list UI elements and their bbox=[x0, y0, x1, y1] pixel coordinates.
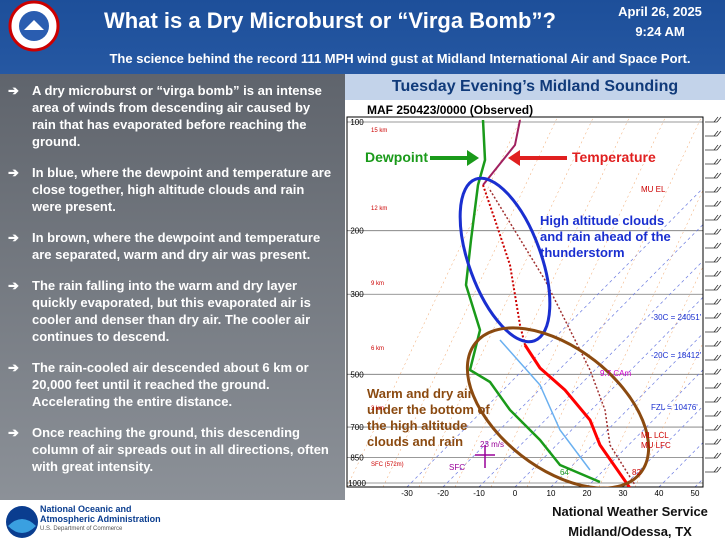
level-label: FZL = 10476' bbox=[651, 403, 698, 412]
temperature-label: -20 bbox=[437, 489, 449, 498]
level-label: -30C = 24051' bbox=[651, 313, 702, 322]
temperature-label: 0 bbox=[513, 489, 518, 498]
height-label: 6 km bbox=[371, 346, 384, 352]
level-label: MU LFC bbox=[641, 441, 671, 450]
wind-barb bbox=[705, 130, 722, 137]
title: What is a Dry Microburst or “Virga Bomb”… bbox=[104, 8, 556, 33]
wind-barb bbox=[705, 144, 722, 151]
wind-barb bbox=[705, 298, 722, 305]
shear-label: 23 m/s bbox=[480, 440, 504, 449]
subtitle: The science behind the record 111 MPH wi… bbox=[109, 51, 691, 66]
pressure-label: 300 bbox=[350, 290, 364, 299]
level-label: MU EL bbox=[641, 185, 666, 194]
agency-line: Atmospheric Administration bbox=[40, 514, 161, 524]
brown-note: Warm and dry air under the bottom of the h… bbox=[367, 386, 490, 449]
wind-barb bbox=[705, 158, 722, 165]
dry-adiabat bbox=[347, 117, 522, 487]
height-label: 15 km bbox=[371, 128, 387, 134]
bullet: The rain-cooled air descended about 6 km… bbox=[6, 359, 337, 410]
sounding-header: MAF 250423/0000 (Observed) bbox=[367, 103, 533, 117]
office: National Weather Service Midland/Odessa,… bbox=[540, 502, 720, 542]
wind-barb bbox=[705, 326, 722, 333]
footer bbox=[0, 500, 725, 544]
wind-barb bbox=[705, 242, 722, 249]
agency-line: National Oceanic and bbox=[40, 504, 132, 514]
dry-adiabat bbox=[490, 117, 666, 487]
temperature-label: 50 bbox=[691, 489, 700, 498]
noaa-logo bbox=[6, 506, 38, 538]
height-label: SFC (572m) bbox=[371, 462, 404, 468]
wind-barb bbox=[705, 186, 722, 193]
bullet: A dry microburst or “virga bomb” is an i… bbox=[6, 82, 337, 150]
cape-label: 9.7 CAm bbox=[600, 369, 631, 378]
dewpoint-sfc: 64 bbox=[560, 468, 569, 477]
hodograph-mark bbox=[475, 445, 495, 468]
office-location: Midland/Odessa, TX bbox=[568, 524, 692, 539]
temperature-label: 30 bbox=[619, 489, 628, 498]
sounding-title: Tuesday Evening’s Midland Sounding bbox=[345, 74, 725, 100]
dewpoint-label: Dewpoint bbox=[365, 149, 428, 165]
bullet: The rain falling into the warm and dry l… bbox=[6, 277, 337, 345]
bullet: Once reaching the ground, this descendin… bbox=[6, 424, 337, 475]
dry-adiabat bbox=[526, 117, 702, 487]
wind-barb bbox=[705, 438, 722, 445]
agency-line: U.S. Department of Commerce bbox=[40, 526, 123, 532]
dry-adiabat bbox=[418, 117, 594, 487]
wind-barb bbox=[705, 354, 722, 361]
wind-barb bbox=[705, 256, 722, 263]
height-label: 12 km bbox=[371, 206, 387, 212]
wind-barb bbox=[705, 228, 722, 235]
wind-barb bbox=[705, 396, 722, 403]
wind-barb bbox=[705, 214, 722, 221]
temperature-label: -10 bbox=[473, 489, 485, 498]
nws-logo bbox=[8, 0, 60, 52]
date: April 26, 2025 bbox=[618, 4, 702, 19]
skew-t: MAF 250423/0000 (Observed) Dewpoint Temp… bbox=[345, 100, 725, 500]
pressure-label: 1000 bbox=[348, 479, 366, 488]
wind-barb bbox=[705, 172, 722, 179]
wind-barb bbox=[705, 116, 722, 123]
blue-note: High altitude clouds and rain ahead of th… bbox=[540, 213, 671, 260]
dry-adiabat bbox=[382, 117, 558, 487]
wind-barb bbox=[705, 410, 722, 417]
pressure-label: 700 bbox=[350, 423, 364, 432]
temp-sfc: 82 bbox=[632, 468, 641, 477]
temperature-label: -30 bbox=[401, 489, 413, 498]
pressure-label: 850 bbox=[350, 454, 364, 463]
wind-barb bbox=[705, 466, 722, 473]
pressure-label: 500 bbox=[350, 370, 364, 379]
office-name: National Weather Service bbox=[552, 504, 708, 519]
bullet: In brown, where the dewpoint and tempera… bbox=[6, 229, 337, 263]
wind-barb bbox=[705, 424, 722, 431]
temperature-label: 10 bbox=[547, 489, 556, 498]
wind-barb bbox=[705, 382, 722, 389]
pressure-label: 100 bbox=[350, 118, 364, 127]
wind-barb bbox=[705, 340, 722, 347]
bullet-panel: A dry microburst or “virga bomb” is an i… bbox=[0, 74, 345, 500]
temperature-label: Temperature bbox=[572, 149, 656, 165]
wind-barb bbox=[705, 368, 722, 375]
sfc-label: SFC bbox=[449, 463, 465, 472]
temperature-label: 40 bbox=[655, 489, 664, 498]
height-label: 3 km bbox=[371, 406, 384, 412]
temperature-label: 20 bbox=[583, 489, 592, 498]
wind-barb bbox=[705, 270, 722, 277]
bullet: In blue, where the dewpoint and temperat… bbox=[6, 164, 337, 215]
height-label: 9 km bbox=[371, 281, 384, 287]
level-label: ML LCL bbox=[641, 431, 669, 440]
wind-barb bbox=[705, 200, 722, 207]
agency: National Oceanic and Atmospheric Adminis… bbox=[40, 504, 161, 534]
level-label: -20C = 18412' bbox=[651, 351, 702, 360]
time: 9:24 AM bbox=[635, 24, 685, 39]
wind-barb bbox=[705, 452, 722, 459]
dry-adiabat bbox=[454, 117, 630, 487]
wind-barb bbox=[705, 312, 722, 319]
wind-barb bbox=[705, 284, 722, 291]
pressure-label: 200 bbox=[350, 227, 364, 236]
